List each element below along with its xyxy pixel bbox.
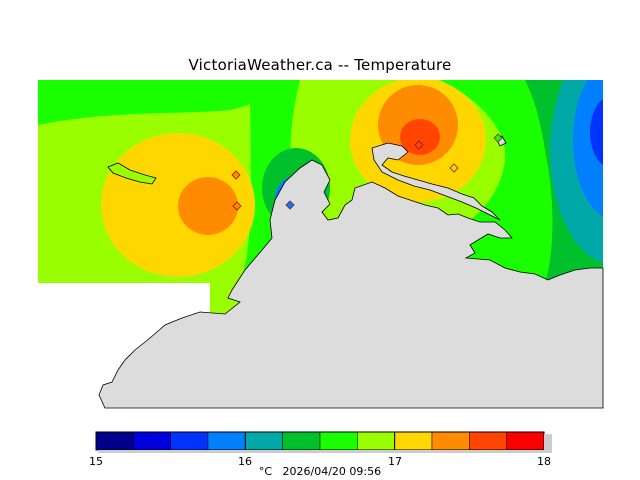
legend-color-bin (207, 431, 246, 451)
legend-tick-label: 17 (388, 455, 402, 468)
west-island (107, 162, 157, 185)
legend-color-bin (431, 431, 470, 451)
legend-color-bin (282, 431, 321, 451)
legend-color-bin (319, 431, 358, 451)
legend-color-bin (357, 431, 395, 451)
station-marker[interactable] (493, 133, 503, 143)
legend-tick-label: 16 (238, 455, 252, 468)
legend-caption: °C 2026/04/20 09:56 (0, 465, 640, 478)
station-marker[interactable] (231, 170, 241, 180)
legend-timestamp: 2026/04/20 09:56 (282, 465, 382, 478)
legend-color-bin (245, 431, 283, 451)
legend-unit: °C (258, 465, 273, 478)
legend-color-bin (394, 431, 433, 451)
legend-tick-label: 18 (537, 455, 551, 468)
legend-color-bin (506, 431, 545, 451)
station-marker[interactable] (285, 200, 295, 210)
station-marker[interactable] (414, 140, 424, 150)
legend-bins (95, 431, 545, 453)
legend-color-bin (170, 431, 209, 451)
legend-color-bin (133, 431, 171, 451)
station-marker[interactable] (232, 201, 242, 211)
map-title: VictoriaWeather.ca -- Temperature (188, 56, 452, 74)
legend-color-bin (469, 431, 507, 451)
station-marker[interactable] (449, 163, 459, 173)
legend-color-bin (95, 431, 134, 451)
inlet-peninsula (371, 142, 501, 221)
legend-tick-label: 15 (89, 455, 103, 468)
land-mass (98, 159, 604, 409)
weather-stations (231, 133, 503, 211)
